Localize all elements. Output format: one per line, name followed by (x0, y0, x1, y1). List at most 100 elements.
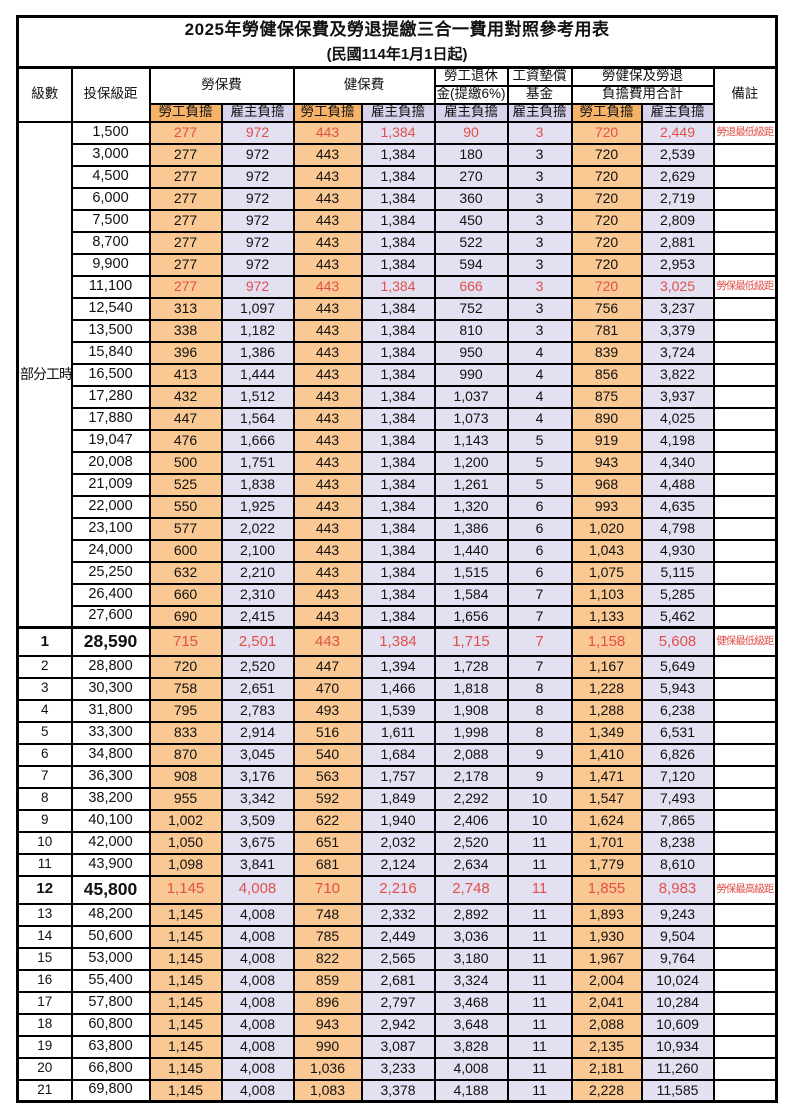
remark-cell (712, 296, 778, 321)
remark-cell (712, 968, 778, 993)
total-employee-cell: 1,967 (570, 946, 643, 971)
wage-fund-employer-cell: 5 (506, 428, 573, 453)
labor-fee-employer-cell: 2,651 (220, 676, 295, 701)
total-employee-cell: 919 (570, 428, 643, 453)
level-cell: 12 (16, 874, 73, 905)
labor-fee-employee-cell: 277 (148, 208, 223, 233)
health-fee-employer-cell: 1,384 (360, 296, 436, 321)
health-fee-employee-cell: 563 (292, 764, 363, 789)
bracket-cell: 7,500 (70, 208, 151, 233)
remark-cell (712, 252, 778, 277)
health-fee-employee-cell: 443 (292, 318, 363, 343)
wage-fund-employer-cell: 7 (506, 654, 573, 679)
health-fee-employer-cell: 1,384 (360, 164, 436, 189)
total-employee-cell: 720 (570, 230, 643, 255)
table-row: 9,900 277 972 443 1,384 594 3 720 2,953 (18, 252, 778, 277)
health-fee-employer-cell: 1,539 (360, 698, 436, 723)
labor-fee-employee-cell: 720 (148, 654, 223, 679)
wage-fund-employer-cell: 8 (506, 698, 573, 723)
pension-employer-cell: 4,008 (433, 1056, 509, 1081)
table-subtitle-row: (民國114年1月1日起) (16, 43, 778, 69)
table-row: 10 42,000 1,050 3,675 651 2,032 2,520 11 1,701 8,… (16, 830, 778, 855)
wage-fund-employer-cell: 11 (506, 946, 573, 971)
health-fee-employer-cell: 2,681 (360, 968, 436, 993)
labor-fee-employer-cell: 2,520 (220, 654, 295, 679)
total-employee-cell: 1,471 (570, 764, 643, 789)
health-fee-employee-cell: 710 (292, 874, 363, 905)
bracket-cell: 19,047 (70, 428, 151, 453)
health-fee-employer-cell: 1,466 (360, 676, 436, 701)
total-employer-cell: 9,243 (640, 902, 715, 927)
total-employer-cell: 3,724 (640, 340, 715, 365)
total-employee-cell: 1,020 (570, 516, 643, 541)
wage-fund-employer-cell: 10 (506, 786, 573, 811)
wage-fund-employer-cell: 11 (506, 902, 573, 927)
remark-cell (712, 516, 778, 541)
remark-cell (712, 340, 778, 365)
labor-fee-employer-cell: 3,176 (220, 764, 295, 789)
wage-fund-employer-cell: 11 (506, 830, 573, 855)
total-employee-cell: 2,228 (570, 1078, 643, 1103)
total-employer-cell: 9,504 (640, 924, 715, 949)
health-fee-employer-cell: 1,384 (360, 538, 436, 563)
total-employee-cell: 1,410 (570, 742, 643, 767)
page-title: 2025年勞健保保費及勞退提繳三合一費用對照參考用表 (16, 15, 778, 44)
bracket-cell: 24,000 (70, 538, 151, 563)
total-employer-cell: 4,198 (640, 428, 715, 453)
remark-cell: 勞保最低級距 (712, 274, 778, 299)
remark-cell (712, 902, 778, 927)
health-fee-employer-cell: 1,384 (360, 450, 436, 475)
table-body: 部分工時 1,500 277 972 443 1,384 90 3 720 2,449 勞退最低級距… (16, 120, 778, 1103)
pension-employer-cell: 1,073 (433, 406, 509, 431)
total-employer-cell: 7,865 (640, 808, 715, 833)
bracket-cell: 20,008 (70, 450, 151, 475)
remark-cell (712, 1012, 778, 1037)
labor-fee-employer-cell: 1,666 (220, 428, 295, 453)
wage-fund-employer-cell: 3 (506, 252, 573, 277)
remark-cell (712, 450, 778, 475)
table-row: 12,540 313 1,097 443 1,384 752 3 756 3,237 (18, 296, 778, 321)
labor-fee-employee-cell: 447 (148, 406, 223, 431)
total-employer-cell: 9,764 (640, 946, 715, 971)
total-employee-cell: 720 (570, 208, 643, 233)
total-employer-cell: 4,340 (640, 450, 715, 475)
table-row: 部分工時 1,500 277 972 443 1,384 90 3 720 2,449 勞退最低級距 (16, 120, 778, 629)
health-fee-employer-cell: 1,384 (360, 340, 436, 365)
bracket-cell: 16,500 (70, 362, 151, 387)
pension-employer-cell: 1,818 (433, 676, 509, 701)
total-employee-cell: 720 (570, 186, 643, 211)
labor-fee-employer-cell: 2,022 (220, 516, 295, 541)
remark-cell (712, 494, 778, 519)
labor-fee-employee-cell: 1,145 (148, 990, 223, 1015)
labor-fee-employee-cell: 833 (148, 720, 223, 745)
part-time-cell: 部分工時 (16, 120, 73, 629)
labor-fee-employee-cell: 277 (148, 164, 223, 189)
remark-cell (712, 990, 778, 1015)
remark-cell (712, 764, 778, 789)
health-fee-employee-cell: 1,036 (292, 1056, 363, 1081)
wage-fund-employer-cell: 7 (506, 626, 573, 657)
labor-fee-employer-cell: 4,008 (220, 1056, 295, 1081)
health-fee-employee-cell: 443 (292, 472, 363, 497)
labor-fee-employee-cell: 660 (148, 582, 223, 607)
health-fee-employer-cell: 1,940 (360, 808, 436, 833)
header-bracket: 投保級距 (70, 66, 151, 123)
header-level: 級數 (16, 66, 73, 123)
total-employer-cell: 2,953 (640, 252, 715, 277)
health-fee-employer-cell: 1,611 (360, 720, 436, 745)
level-cell: 18 (16, 1012, 73, 1037)
total-employee-cell: 720 (570, 120, 643, 145)
health-fee-employee-cell: 443 (292, 516, 363, 541)
pension-employer-cell: 270 (433, 164, 509, 189)
bracket-cell: 50,600 (70, 924, 151, 949)
wage-fund-employer-cell: 11 (506, 1056, 573, 1081)
level-cell: 10 (16, 830, 73, 855)
health-fee-employee-cell: 822 (292, 946, 363, 971)
table-row: 15 53,000 1,145 4,008 822 2,565 3,180 11 1,967 9,… (16, 946, 778, 971)
table-row: 3,000 277 972 443 1,384 180 3 720 2,539 (18, 142, 778, 167)
labor-fee-employee-cell: 632 (148, 560, 223, 585)
pension-employer-cell: 990 (433, 362, 509, 387)
bracket-cell: 21,009 (70, 472, 151, 497)
pension-employer-cell: 2,520 (433, 830, 509, 855)
labor-fee-employer-cell: 3,509 (220, 808, 295, 833)
